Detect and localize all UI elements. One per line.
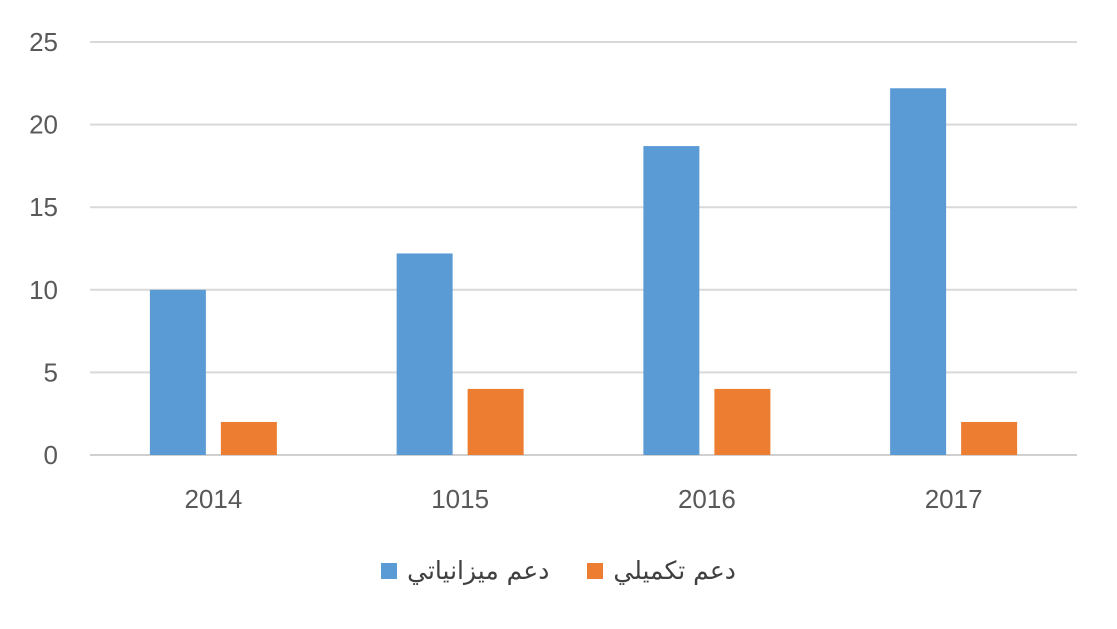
x-axis-ticks: 2014 1015 2016 2017 (184, 484, 982, 514)
x-tick-label: 2016 (678, 484, 736, 514)
bar-2016-series-2 (714, 388, 771, 455)
legend-item-budget-support: دعم ميزانياتي (381, 556, 549, 585)
y-tick-label: 0 (44, 440, 58, 470)
y-tick-label: 10 (29, 275, 58, 305)
y-tick-label: 20 (29, 110, 58, 140)
legend: دعم ميزانياتي دعم تكميلي (0, 556, 1117, 585)
y-tick-label: 15 (29, 192, 58, 222)
x-tick-label: 2017 (925, 484, 983, 514)
bar-1015-series-1 (396, 253, 453, 455)
bar-2014-series-2 (220, 421, 277, 455)
bar-2017-series-2 (961, 421, 1018, 455)
y-tick-label: 5 (44, 357, 58, 387)
y-axis-ticks: 0 5 10 15 20 25 (29, 27, 58, 470)
legend-swatch-complementary-support (587, 562, 604, 579)
bar-2017-series-1 (890, 88, 947, 456)
x-tick-label: 1015 (431, 484, 489, 514)
x-tick-label: 2014 (184, 484, 242, 514)
legend-swatch-budget-support (381, 562, 398, 579)
bar-2016-series-1 (643, 146, 700, 456)
bar-1015-series-2 (467, 388, 524, 455)
y-tick-label: 25 (29, 27, 58, 57)
legend-item-complementary-support: دعم تكميلي (587, 556, 736, 585)
bar-2014-series-1 (149, 289, 206, 455)
legend-label-budget-support: دعم ميزانياتي (407, 556, 550, 585)
bars (149, 88, 1018, 456)
legend-label-complementary-support: دعم تكميلي (613, 556, 736, 585)
